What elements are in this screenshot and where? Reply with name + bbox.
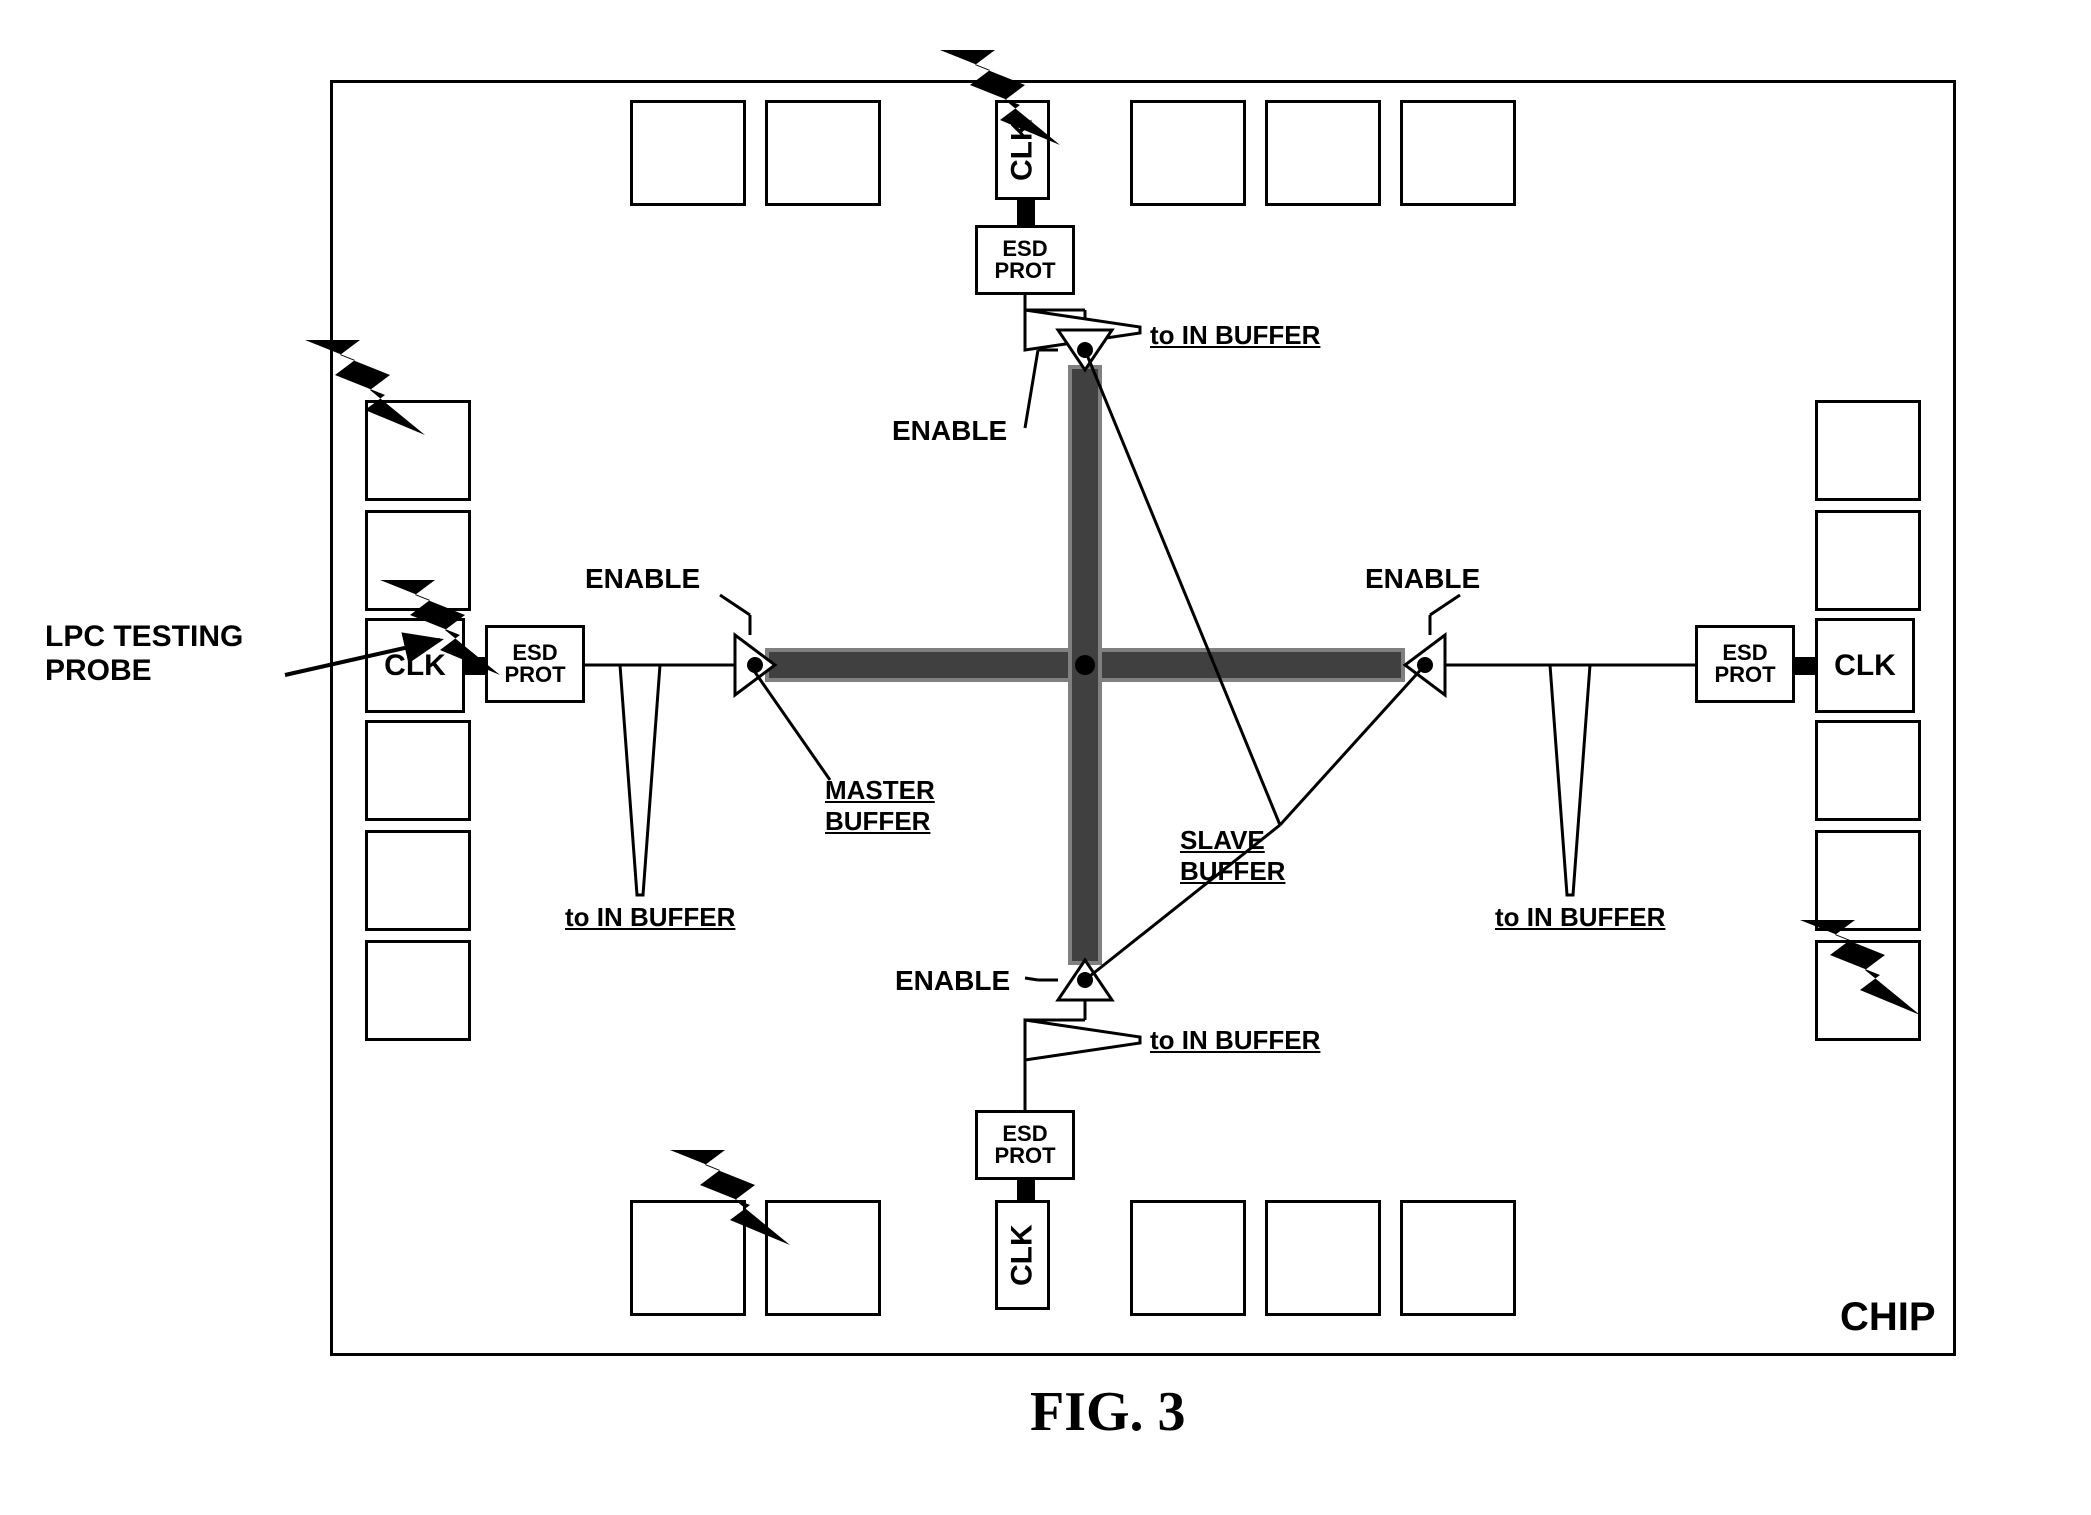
pad-top-4 <box>1400 100 1516 206</box>
slave-buffer-label: SLAVE BUFFER <box>1180 825 1285 887</box>
pad-right-1 <box>1815 510 1921 611</box>
connector-bottom <box>1017 1180 1035 1202</box>
pad-right-0 <box>1815 400 1921 501</box>
diagram-canvas: CHIP CLK CLK CLK CLK ESD PROT ESD PROT E… <box>20 20 2091 1495</box>
connector-right <box>1795 657 1817 675</box>
clk-bottom: CLK <box>995 1200 1050 1310</box>
pad-top-3 <box>1265 100 1381 206</box>
pad-right-4 <box>1815 940 1921 1041</box>
pad-top-2 <box>1130 100 1246 206</box>
cross-arm-vertical <box>1068 365 1102 965</box>
pad-left-2 <box>365 720 471 821</box>
esd-bottom: ESD PROT <box>975 1110 1075 1180</box>
pad-right-3 <box>1815 830 1921 931</box>
chip-label: CHIP <box>1840 1295 1936 1340</box>
esd-left: ESD PROT <box>485 625 585 703</box>
pad-bottom-1 <box>765 1200 881 1316</box>
connector-left <box>465 657 487 675</box>
master-buffer-label: MASTER BUFFER <box>825 775 935 837</box>
pad-left-1 <box>365 510 471 611</box>
connector-top <box>1017 200 1035 226</box>
pad-left-4 <box>365 940 471 1041</box>
inbuffer-left: to IN BUFFER <box>565 902 735 933</box>
clk-top: CLK <box>995 100 1050 200</box>
enable-right: ENABLE <box>1365 563 1480 595</box>
enable-bottom: ENABLE <box>895 965 1010 997</box>
pad-top-0 <box>630 100 746 206</box>
lpc-probe-label: LPC TESTING PROBE <box>45 620 243 688</box>
pad-bottom-3 <box>1265 1200 1381 1316</box>
esd-right: ESD PROT <box>1695 625 1795 703</box>
inbuffer-top: to IN BUFFER <box>1150 320 1320 351</box>
inbuffer-right: to IN BUFFER <box>1495 902 1665 933</box>
pad-right-2 <box>1815 720 1921 821</box>
enable-left: ENABLE <box>585 563 700 595</box>
clk-left: CLK <box>365 618 465 713</box>
esd-top: ESD PROT <box>975 225 1075 295</box>
pad-left-3 <box>365 830 471 931</box>
pad-bottom-0 <box>630 1200 746 1316</box>
pad-bottom-4 <box>1400 1200 1516 1316</box>
enable-top: ENABLE <box>892 415 1007 447</box>
chip-border <box>330 80 1956 1356</box>
pad-left-0 <box>365 400 471 501</box>
pad-top-1 <box>765 100 881 206</box>
inbuffer-bottom: to IN BUFFER <box>1150 1025 1320 1056</box>
clk-right: CLK <box>1815 618 1915 713</box>
figure-caption: FIG. 3 <box>1030 1380 1186 1444</box>
pad-bottom-2 <box>1130 1200 1246 1316</box>
